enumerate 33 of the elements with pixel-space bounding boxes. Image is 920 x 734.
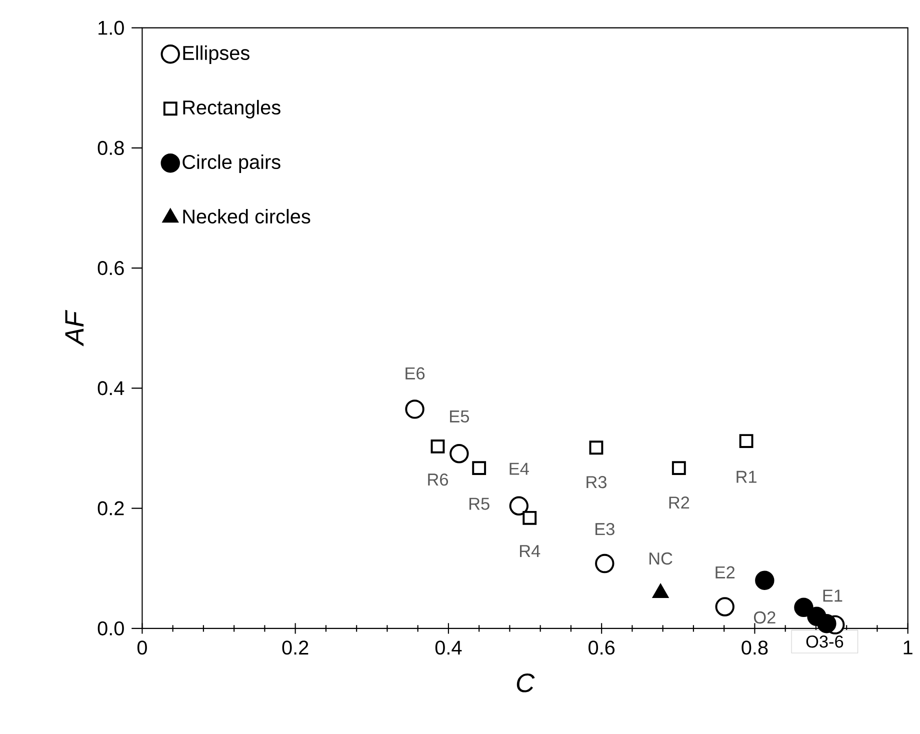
- annotation: R3: [586, 476, 606, 488]
- x-axis-title: C: [516, 674, 535, 692]
- legend-label: Necked circles: [183, 209, 310, 224]
- y-tick-label: 0.0: [98, 621, 124, 636]
- annotation: R4: [520, 545, 540, 558]
- annotation: E3: [596, 523, 614, 536]
- annotation: O3-6: [806, 636, 844, 648]
- x-tick-label: 0.2: [282, 640, 308, 655]
- annotation: E1: [823, 590, 842, 602]
- legend-label: Circle pairs: [182, 154, 280, 174]
- x-tick-label: 0.6: [588, 640, 615, 655]
- y-tick-label: 0.8: [98, 141, 124, 156]
- legend-label: Rectangles: [183, 100, 280, 119]
- x-tick-label: 1: [904, 640, 912, 654]
- y-tick-label: 0.6: [98, 261, 124, 276]
- annotation: E4: [510, 462, 529, 475]
- annotation: R5: [469, 498, 490, 510]
- x-tick-label: 0.4: [435, 640, 462, 655]
- annotation: NC: [650, 552, 672, 565]
- x-tick-label: 0: [137, 640, 147, 655]
- annotation: E2: [716, 566, 735, 578]
- annotation: R2: [669, 496, 690, 509]
- annotation: O2: [754, 611, 776, 624]
- y-tick-label: 1.0: [98, 20, 124, 35]
- annotation: E6: [406, 367, 425, 380]
- y-tick-label: 0.2: [98, 501, 124, 516]
- annotation: E5: [450, 410, 469, 423]
- legend-label: Ellipses: [183, 46, 250, 64]
- annotation: R1: [736, 471, 756, 483]
- y-tick-label: 0.4: [98, 381, 124, 396]
- annotation: R6: [428, 474, 448, 486]
- y-axis-title: AF: [65, 310, 84, 346]
- x-tick-label: 0.8: [742, 640, 768, 655]
